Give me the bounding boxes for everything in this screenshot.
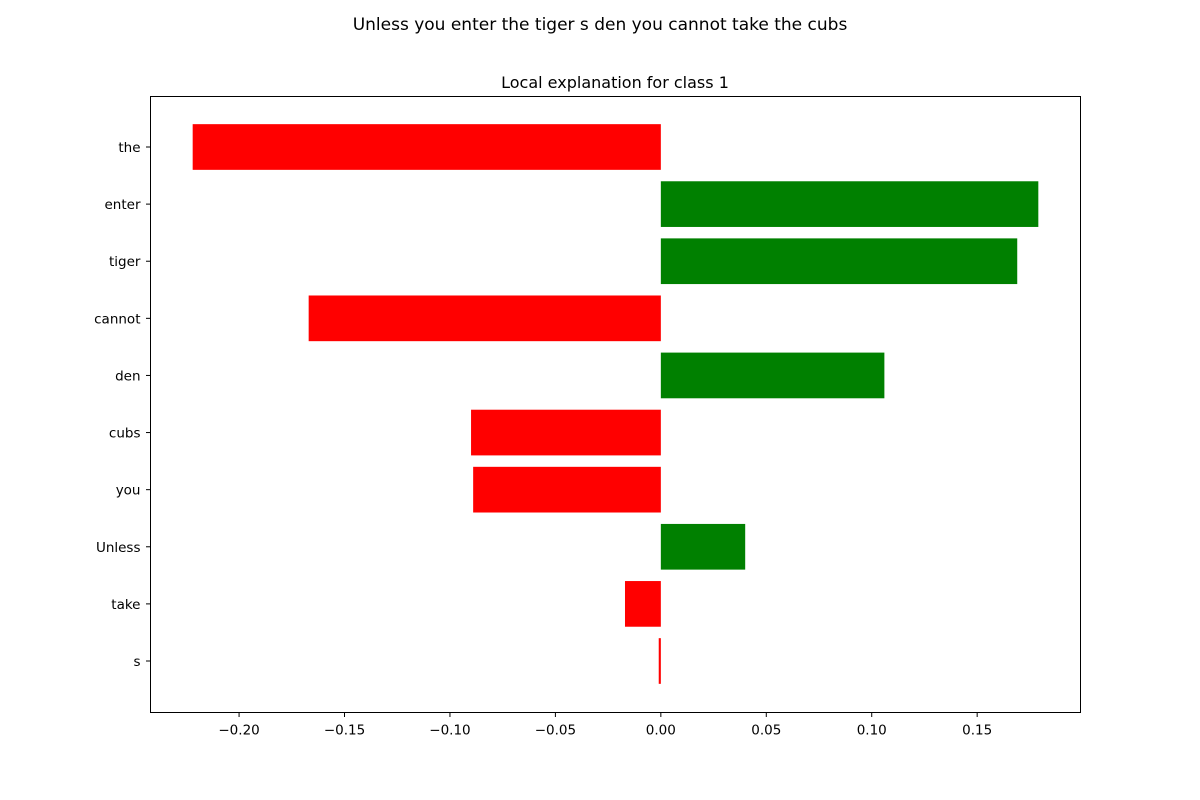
y-tick-label: s [133,654,140,670]
bar-the [192,124,661,170]
y-axis-ticks: the enter tiger cannot den cubs you Unless take s [94,140,151,670]
bar-cubs [471,409,661,456]
bar-tiger [660,238,1018,285]
bar-take [624,581,661,627]
y-tick-label: den [115,368,140,384]
chart-title: Local explanation for class 1 [501,73,729,92]
bar-s [658,638,661,684]
x-tick-label: −0.10 [429,723,470,739]
bars-group [192,124,1039,684]
figure-suptitle: Unless you enter the tiger s den you can… [353,15,848,35]
y-tick-label: tiger [109,254,141,270]
y-tick-label: the [118,140,140,156]
x-tick-label: 0.05 [751,723,781,739]
y-tick-label: cubs [109,426,141,442]
y-tick-label: take [111,597,140,613]
bar-den [660,352,885,399]
y-tick-label: cannot [94,311,140,327]
y-tick-label: enter [104,197,140,213]
x-tick-label: 0.15 [962,723,992,739]
x-tick-label: 0.10 [857,723,887,739]
x-tick-label: −0.15 [324,723,365,739]
x-tick-label: −0.05 [535,723,576,739]
x-tick-label: 0.00 [646,723,676,739]
bar-you [473,466,661,513]
x-tick-label: −0.20 [218,723,259,739]
y-tick-label: you [116,483,141,499]
y-tick-label: Unless [96,540,141,556]
bar-cannot [308,295,661,342]
plot-area-frame [150,96,1081,713]
bar-enter [660,181,1039,227]
bar-unless [660,523,746,570]
x-axis-ticks: −0.20 −0.15 −0.10 −0.05 0.00 0.05 0.10 0.15 [218,712,992,739]
